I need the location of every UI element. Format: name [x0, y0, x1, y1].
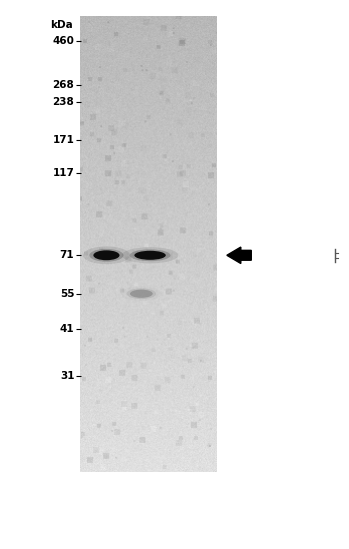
- Text: 460: 460: [52, 36, 74, 46]
- Ellipse shape: [89, 249, 124, 262]
- Ellipse shape: [121, 287, 162, 301]
- Ellipse shape: [122, 247, 178, 264]
- Text: 171: 171: [52, 135, 74, 145]
- Ellipse shape: [130, 290, 153, 298]
- Text: 41: 41: [60, 324, 74, 334]
- Text: 31: 31: [60, 371, 74, 381]
- Text: 238: 238: [53, 97, 74, 107]
- Text: kDa: kDa: [51, 20, 73, 30]
- Ellipse shape: [83, 247, 130, 264]
- Text: 117: 117: [52, 168, 74, 178]
- Text: 268: 268: [53, 80, 74, 90]
- Ellipse shape: [130, 249, 170, 261]
- Ellipse shape: [93, 250, 119, 260]
- Text: 71: 71: [60, 250, 74, 260]
- FancyArrow shape: [227, 247, 251, 264]
- Ellipse shape: [134, 251, 166, 260]
- Text: 55: 55: [60, 289, 74, 299]
- Ellipse shape: [127, 288, 156, 299]
